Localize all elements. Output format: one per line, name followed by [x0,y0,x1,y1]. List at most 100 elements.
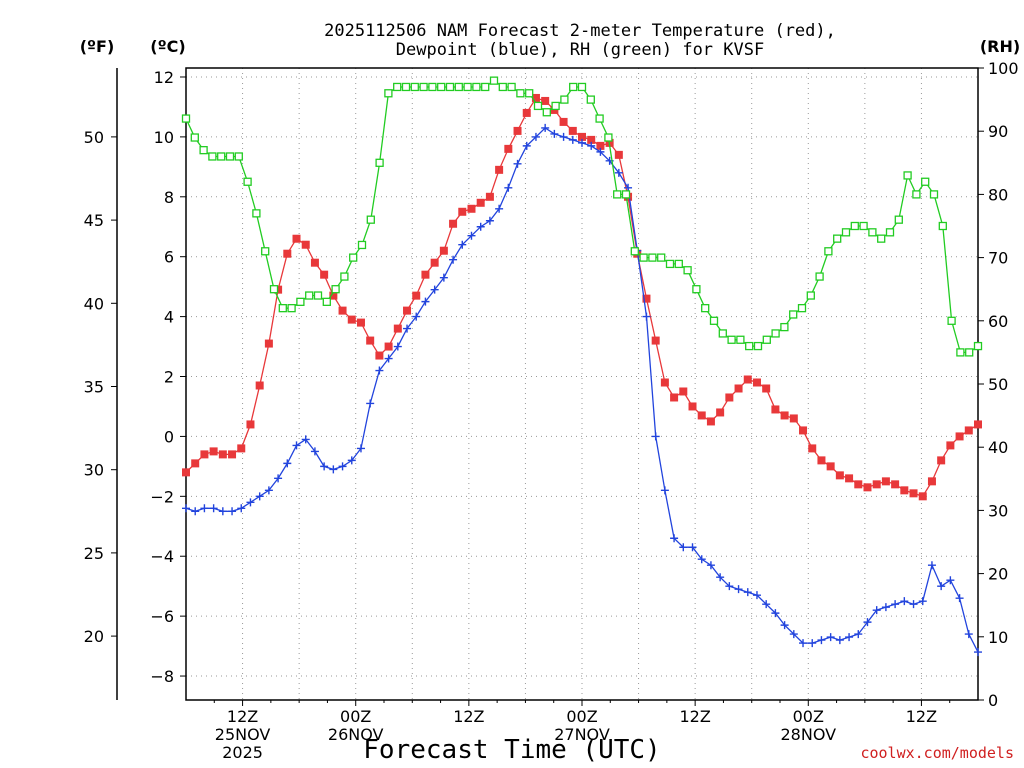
dewpoint-point [752,591,761,600]
rh-point [630,247,639,256]
dewpoint-point [375,366,384,375]
dewpoint-point [237,504,246,513]
temperature-point [403,306,412,315]
rh-point [366,215,375,224]
rh-point [208,152,217,161]
dewpoint-point [946,576,955,585]
temperature-point [909,489,918,498]
rh-axis-label: (RH) [980,37,1020,56]
temperature-point [651,336,660,345]
dewpoint-point [274,474,283,483]
rh-point [903,171,912,180]
dewpoint-point [725,582,734,591]
rh-point [313,291,323,300]
temperature-point [716,408,725,417]
dewpoint-point [578,138,586,147]
rh-point [261,247,270,256]
x-tick-label: 12Z [453,707,484,726]
rh-point [833,234,842,243]
rh-point [533,101,543,111]
x-tick-label: 00Z [340,707,371,726]
dewpoint-point [246,498,255,507]
rh-point [445,82,455,92]
rh-point [384,89,393,98]
dewpoint-point [679,543,688,552]
temperature-point [872,480,881,489]
dewpoint-point [449,255,458,264]
rh-point [639,253,648,262]
dewpoint-point [568,135,577,144]
dewpoint-point [513,159,522,168]
rh-point [225,152,235,161]
dewpoint-point [292,441,301,450]
celsius-tick-label: −8 [150,667,174,686]
dewpoint-point [485,216,494,225]
rh-tick-label: 30 [988,501,1008,520]
rh-point [956,348,965,357]
dewpoint-point [762,600,771,609]
dewpoint-point [660,486,669,495]
temperature-point [780,411,789,420]
rh-point [947,316,956,325]
dewpoint-point [854,630,863,639]
temperature-point [771,405,780,414]
dewpoint-point [301,435,310,444]
temperature-point [541,96,550,105]
rh-point [498,82,507,92]
temperature-point [826,462,835,471]
temperature-point [182,468,190,477]
rh-point [824,247,833,256]
celsius-tick-label: −6 [150,607,174,626]
rh-point [542,108,551,117]
dewpoint-point [218,507,227,516]
rh-tick-label: 60 [988,312,1008,331]
rh-tick-label: 50 [988,375,1008,394]
rh-tick-label: 90 [988,122,1008,141]
fahrenheit-tick-label: 45 [84,211,104,230]
dewpoint-point [835,636,844,645]
x-tick-label: 26NOV [328,725,384,744]
fahrenheit-tick-label: 50 [84,128,104,147]
temperature-point [329,291,338,300]
dewpoint-point [393,342,402,351]
temperature-point [283,249,292,258]
temperature-point [955,432,964,441]
dewpoint-point [504,183,513,192]
rh-point [569,82,578,92]
dewpoint-point [789,630,798,639]
credit-text: coolwx.com/models [860,744,1014,762]
dewpoint-point [356,444,365,453]
dewpoint-point [845,633,854,642]
rh-point [516,89,525,98]
dewpoint-point [974,648,982,657]
temperature-point [264,339,273,348]
rh-point [234,152,243,161]
temperature-point [891,480,900,489]
temperature-point [393,324,402,333]
dewpoint-point [264,486,273,495]
temperature-point [927,477,936,486]
rh-point [745,341,754,351]
temperature-point [614,150,623,159]
rh-point [718,329,727,338]
fahrenheit-tick-label: 40 [84,294,104,313]
rh-point [604,133,613,142]
rh-point [357,240,367,250]
dewpoint-point [716,573,725,582]
temperature-point [320,270,329,279]
rh-point [894,215,903,224]
dewpoint-point [347,456,356,465]
temperature-point [338,306,347,315]
dewpoint-point [937,582,946,591]
celsius-tick-label: 8 [164,188,174,207]
grid [186,68,978,700]
temperature-point [578,132,586,141]
temperature-point [384,342,393,351]
temperature-point [974,420,982,429]
temperature-point [964,426,973,435]
x-tick-label: 28NOV [780,725,836,744]
temperature-point [522,108,531,117]
rh-point [938,221,947,231]
x-tick-label: 12Z [227,707,258,726]
rh-point [349,253,358,262]
